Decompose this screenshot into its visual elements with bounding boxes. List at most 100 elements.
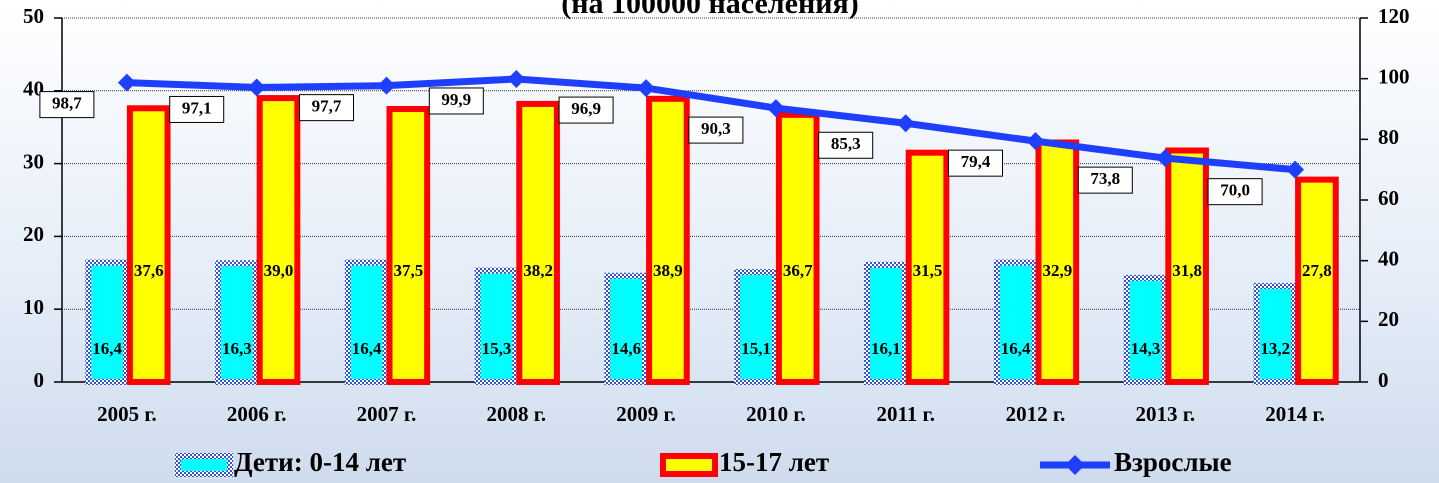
value-label: 85,3 xyxy=(831,134,861,153)
label-box xyxy=(1077,166,1133,194)
label-box xyxy=(688,116,744,144)
value-label: 16,4 xyxy=(92,339,122,358)
bar xyxy=(386,106,431,385)
value-label: 13,2 xyxy=(1260,339,1290,358)
x-tick-label: 2005 г. xyxy=(97,402,157,426)
marker xyxy=(117,73,136,92)
value-label: 38,2 xyxy=(523,261,553,280)
y-tick-label: 50 xyxy=(23,4,44,28)
marker xyxy=(637,79,656,98)
bar xyxy=(905,149,950,385)
bar xyxy=(215,260,259,385)
value-label: 32,9 xyxy=(1042,261,1072,280)
value-label: 15,3 xyxy=(482,339,512,358)
legend-label: 15-17 лет xyxy=(719,447,829,477)
value-label: 14,3 xyxy=(1131,339,1161,358)
value-label: 79,4 xyxy=(961,152,991,171)
value-label: 39,0 xyxy=(264,261,294,280)
y2-tick-label: 100 xyxy=(1378,64,1410,88)
value-label: 73,8 xyxy=(1090,169,1120,188)
value-label: 31,5 xyxy=(913,261,943,280)
y2-tick-label: 20 xyxy=(1378,307,1399,331)
value-label: 99,9 xyxy=(441,90,471,109)
bar xyxy=(474,267,519,385)
legend-marker xyxy=(1065,455,1085,475)
bar xyxy=(85,259,129,385)
legend-label: Дети: 0-14 лет xyxy=(234,447,406,477)
label-box xyxy=(299,94,354,122)
marker xyxy=(247,78,266,97)
value-label: 31,8 xyxy=(1172,261,1202,280)
value-label: 38,9 xyxy=(653,261,683,280)
x-tick-label: 2010 г. xyxy=(746,402,806,426)
label-box xyxy=(428,87,484,115)
marker xyxy=(1026,132,1045,151)
marker xyxy=(1286,160,1305,179)
marker xyxy=(377,76,396,95)
value-label: 97,1 xyxy=(182,98,212,117)
value-label: 37,5 xyxy=(393,261,423,280)
bar xyxy=(1165,147,1209,385)
bar xyxy=(734,269,778,385)
x-tick-label: 2012 г. xyxy=(1006,402,1066,426)
bar xyxy=(646,95,690,385)
value-label: 27,8 xyxy=(1302,261,1332,280)
label-box xyxy=(818,131,874,159)
y2-tick-label: 0 xyxy=(1378,368,1389,392)
x-tick-label: 2009 г. xyxy=(616,402,676,426)
value-label: 16,1 xyxy=(871,339,901,358)
label-box xyxy=(558,96,614,124)
y-tick-label: 20 xyxy=(23,222,44,246)
value-label: 16,4 xyxy=(352,339,382,358)
legend-swatch xyxy=(660,453,718,477)
label-box xyxy=(1207,178,1263,206)
y-tick-label: 30 xyxy=(23,149,44,173)
marker xyxy=(507,69,526,88)
bar xyxy=(864,261,908,385)
marker xyxy=(1156,149,1175,168)
bar xyxy=(256,95,301,386)
value-label: 90,3 xyxy=(701,119,731,138)
y2-tick-label: 120 xyxy=(1378,4,1410,28)
value-label: 14,6 xyxy=(611,339,641,358)
x-tick-label: 2008 г. xyxy=(486,402,546,426)
legend-swatch xyxy=(175,453,233,477)
y-tick-label: 40 xyxy=(23,77,44,101)
marker xyxy=(896,114,915,133)
bar xyxy=(1253,282,1298,385)
value-label: 37,6 xyxy=(134,261,164,280)
x-tick-label: 2011 г. xyxy=(876,402,935,426)
x-tick-label: 2013 г. xyxy=(1135,402,1195,426)
bar xyxy=(1295,176,1339,385)
x-tick-label: 2006 г. xyxy=(227,402,287,426)
value-label: 97,7 xyxy=(312,97,342,116)
x-tick-label: 2014 г. xyxy=(1265,402,1325,426)
label-box xyxy=(39,91,95,119)
bar xyxy=(126,105,171,385)
label-box xyxy=(948,149,1003,177)
y-tick-label: 10 xyxy=(23,295,44,319)
y-tick-label: 0 xyxy=(34,368,45,392)
legend-label: Взрослые xyxy=(1114,447,1232,477)
value-label: 15,1 xyxy=(741,339,771,358)
y2-tick-label: 40 xyxy=(1378,246,1399,270)
value-label: 16,4 xyxy=(1001,339,1031,358)
value-label: 36,7 xyxy=(783,261,813,280)
bar xyxy=(775,111,820,385)
x-tick-label: 2007 г. xyxy=(357,402,417,426)
value-label: 16,3 xyxy=(222,339,252,358)
bar xyxy=(993,259,1038,385)
bar xyxy=(1123,274,1168,385)
marker xyxy=(766,99,785,118)
value-label: 96,9 xyxy=(571,99,601,118)
label-box xyxy=(169,95,225,123)
value-label: 98,7 xyxy=(52,94,82,113)
y2-tick-label: 80 xyxy=(1378,125,1399,149)
bar xyxy=(516,100,560,386)
chart-title: (на 100000 населения) xyxy=(561,0,859,20)
y2-tick-label: 60 xyxy=(1378,186,1399,210)
bar xyxy=(604,272,649,386)
value-label: 70,0 xyxy=(1220,181,1250,200)
